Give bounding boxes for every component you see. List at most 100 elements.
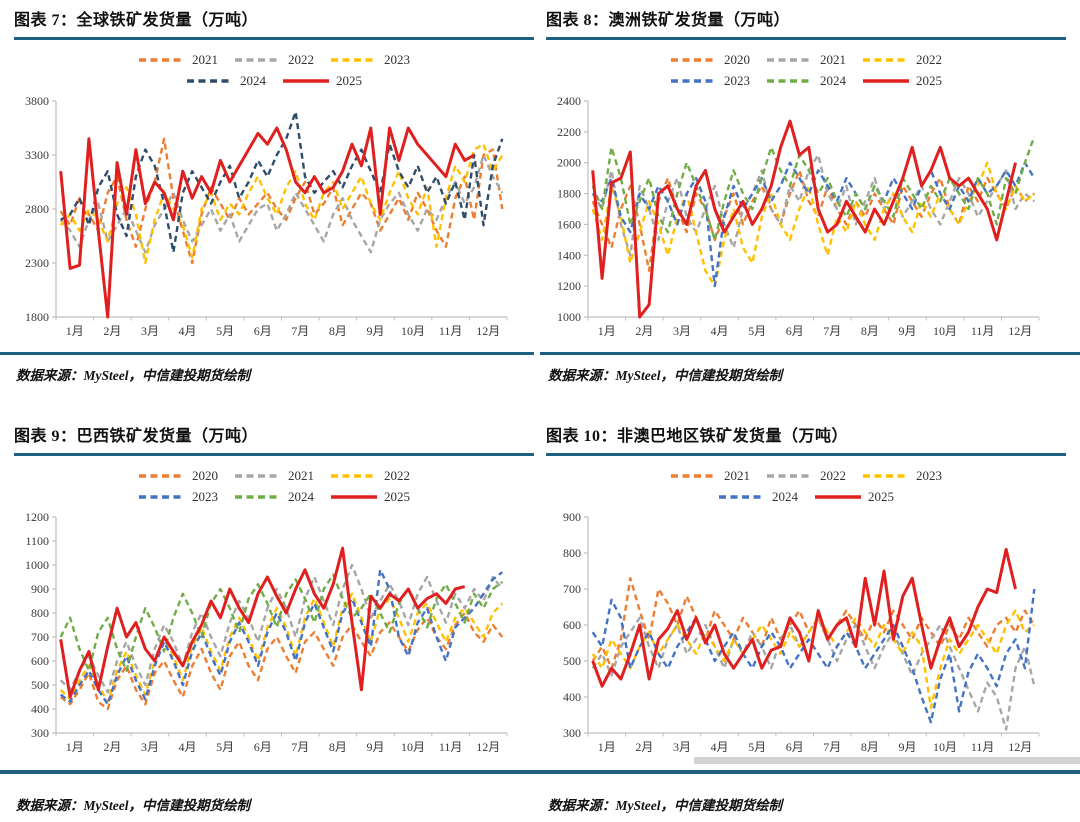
svg-text:1月: 1月 (598, 324, 616, 338)
svg-text:1800: 1800 (25, 310, 49, 324)
svg-text:1200: 1200 (25, 510, 49, 524)
svg-text:500: 500 (31, 678, 49, 692)
svg-text:1800: 1800 (557, 187, 581, 201)
svg-text:1100: 1100 (25, 534, 49, 548)
svg-text:10月: 10月 (933, 740, 957, 754)
legend-item-2025: 2025 (814, 489, 894, 505)
svg-text:11月: 11月 (971, 740, 995, 754)
legend-label: 2021 (288, 468, 314, 483)
series-2022 (59, 592, 504, 704)
svg-text:1月: 1月 (66, 740, 84, 754)
legend-swatch (331, 474, 377, 478)
legend-label: 2022 (384, 468, 410, 483)
svg-text:5月: 5月 (216, 324, 234, 338)
svg-text:400: 400 (31, 702, 49, 716)
svg-text:3月: 3月 (673, 324, 691, 338)
legend-swatch (767, 79, 813, 83)
gray-strip (694, 757, 1080, 764)
title-divider (14, 453, 534, 456)
legend-item-2024: 2024 (234, 489, 314, 505)
source-note: 数据来源：MySteel，中信建投期货绘制 (548, 798, 782, 813)
series-2023 (59, 568, 504, 706)
series-2025 (59, 546, 466, 699)
series-2024 (60, 110, 504, 254)
svg-text:8月: 8月 (861, 740, 879, 754)
svg-text:2300: 2300 (25, 256, 49, 270)
svg-text:3月: 3月 (673, 740, 691, 754)
legend-label: 2023 (724, 73, 750, 88)
legend-item-2021: 2021 (138, 52, 218, 68)
legend-label: 2023 (916, 468, 942, 483)
svg-text:3300: 3300 (25, 148, 49, 162)
svg-text:3月: 3月 (141, 740, 159, 754)
series-2025 (591, 119, 1017, 319)
title-divider (546, 453, 1066, 456)
svg-text:700: 700 (563, 582, 581, 596)
legend-item-2022: 2022 (766, 468, 846, 484)
legend-label: 2022 (288, 52, 314, 67)
svg-text:6月: 6月 (786, 324, 804, 338)
legend-swatch (331, 58, 377, 62)
svg-text:12月: 12月 (476, 324, 500, 338)
legend-label: 2025 (384, 489, 410, 504)
svg-text:10月: 10月 (933, 324, 957, 338)
svg-text:2400: 2400 (557, 94, 581, 108)
series-2024 (59, 573, 504, 672)
svg-text:9月: 9月 (898, 740, 916, 754)
legend-item-2024: 2024 (766, 73, 846, 89)
svg-text:5月: 5月 (216, 740, 234, 754)
chart-title: 图表 9：巴西铁矿发货量（万吨） (14, 428, 259, 445)
title-divider (546, 37, 1066, 40)
svg-text:600: 600 (563, 618, 581, 632)
series-2022 (591, 161, 1036, 288)
bottom-divider (0, 770, 1080, 774)
svg-text:3800: 3800 (25, 94, 49, 108)
svg-text:7月: 7月 (291, 324, 309, 338)
svg-text:11月: 11月 (439, 324, 463, 338)
svg-text:900: 900 (563, 510, 581, 524)
source-note: 数据来源：MySteel，中信建投期货绘制 (548, 368, 782, 383)
svg-text:400: 400 (563, 690, 581, 704)
legend-label: 2024 (772, 489, 798, 504)
legend-label: 2025 (868, 489, 894, 504)
legend-swatch (235, 495, 281, 499)
legend-label: 2022 (820, 468, 846, 483)
chart-title: 图表 8：澳洲铁矿发货量（万吨） (546, 12, 791, 29)
legend-item-2020: 2020 (670, 52, 750, 68)
source-divider (540, 352, 1080, 355)
legend-label: 2021 (724, 468, 750, 483)
legend-label: 2023 (192, 489, 218, 504)
svg-text:12月: 12月 (1008, 740, 1032, 754)
legend-swatch (719, 495, 765, 499)
svg-text:2000: 2000 (557, 156, 581, 170)
legend-item-2025: 2025 (330, 489, 410, 505)
svg-text:600: 600 (31, 654, 49, 668)
legend-swatch (139, 474, 185, 478)
svg-text:1200: 1200 (557, 279, 581, 293)
line-chart-global: 1800 2300 2800 3300 3800 1月 2月 3月 4月 5月 6月 7月 8月 9月 10… (25, 94, 508, 338)
legend-item-2024: 2024 (718, 489, 798, 505)
title-divider (14, 37, 534, 40)
chart-panel-other-regions: 图表 10：非澳巴地区铁矿发货量（万吨） 2021 2022 2023 2024 202… (546, 422, 1066, 822)
svg-text:8月: 8月 (861, 324, 879, 338)
source-divider (0, 352, 534, 355)
legend-swatch (187, 79, 233, 83)
legend-item-2021: 2021 (766, 52, 846, 68)
legend-label: 2020 (724, 52, 750, 67)
svg-text:9月: 9月 (366, 324, 384, 338)
legend-swatch (767, 474, 813, 478)
chart-panel-global: 图表 7：全球铁矿发货量（万吨） 2021 2022 2023 2024 2025 18… (0, 6, 534, 406)
svg-text:2800: 2800 (25, 202, 49, 216)
svg-text:300: 300 (563, 726, 581, 740)
series-2023 (59, 143, 504, 265)
legend-swatch (235, 474, 281, 478)
line-chart-brazil: 300 400 500 600 700 800 900 1000 1100 1200 1月 2月 3月 4… (25, 510, 508, 754)
svg-text:1400: 1400 (557, 248, 581, 262)
series-2021 (591, 576, 1036, 670)
legend-swatch (235, 58, 281, 62)
legend-label: 2020 (192, 468, 218, 483)
svg-text:1月: 1月 (598, 740, 616, 754)
series-2023 (591, 609, 1036, 710)
svg-text:9月: 9月 (898, 324, 916, 338)
svg-text:2月: 2月 (103, 740, 121, 754)
